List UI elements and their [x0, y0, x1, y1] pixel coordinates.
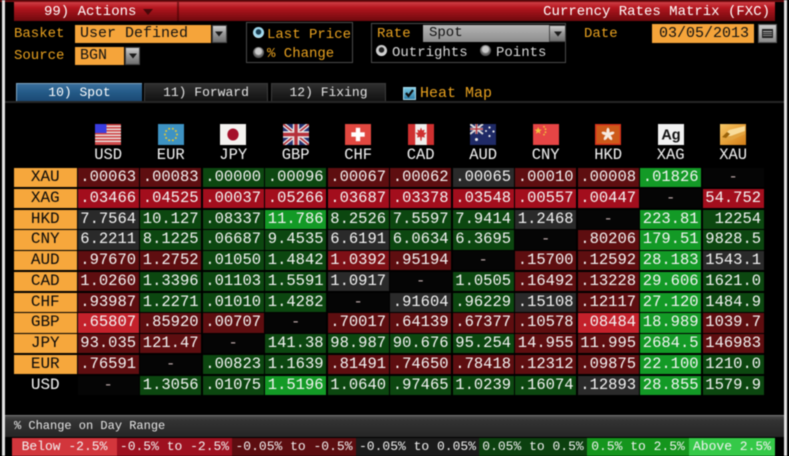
svg-text:Ag: Ag [661, 128, 680, 144]
